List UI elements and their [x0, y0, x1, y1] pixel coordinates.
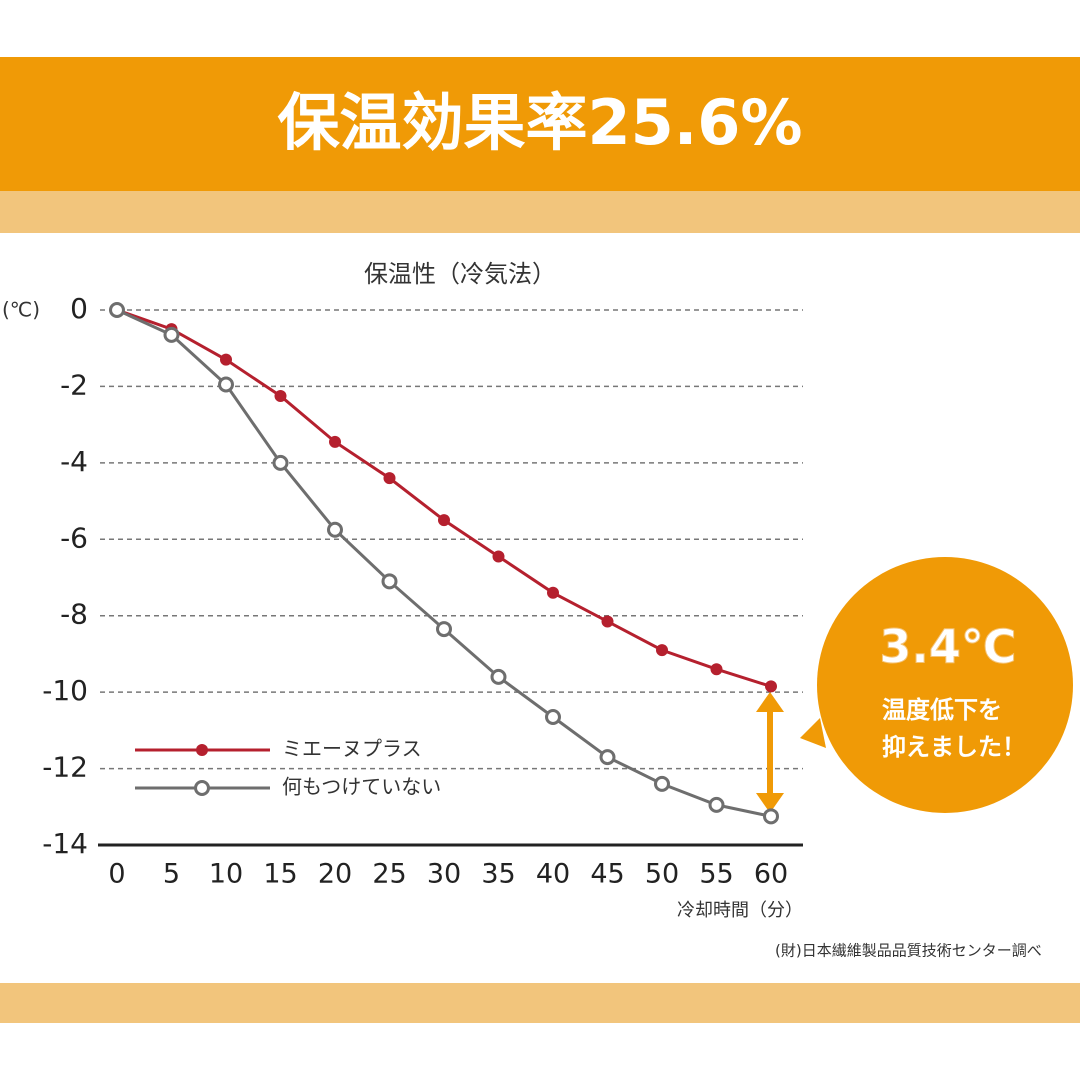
- callout: [817, 557, 1073, 813]
- x-tick-label: 30: [427, 859, 461, 890]
- legend-marker: [196, 744, 208, 756]
- plot: 0 -2 -4 -6 -8 -10 -12 -14 0 5 10 15 20 25 30 35 40 45 50 55…: [42, 292, 803, 890]
- marker: [220, 353, 232, 366]
- marker: [438, 514, 450, 527]
- legend-label: ミエーヌプラス: [282, 737, 422, 761]
- band-bottom: [0, 983, 1080, 1023]
- marker: [547, 586, 559, 599]
- x-tick-label: 0: [108, 859, 125, 890]
- marker: [654, 775, 670, 792]
- marker: [218, 376, 234, 393]
- marker: [436, 621, 452, 638]
- band-top: [0, 191, 1080, 233]
- y-tick-label: 0: [70, 292, 88, 325]
- y-tick-label: -6: [60, 521, 88, 554]
- callout-text: 抑えました！: [882, 733, 1026, 761]
- x-tick-label: 25: [372, 859, 406, 890]
- marker: [765, 680, 777, 693]
- y-tick-label: -8: [60, 598, 88, 631]
- marker: [163, 326, 180, 343]
- marker: [708, 796, 725, 813]
- callout-text: 温度低下を: [882, 696, 1002, 724]
- y-tick-label: -10: [42, 674, 88, 707]
- banner: [0, 57, 1080, 191]
- marker: [327, 521, 343, 538]
- banner-title: 保温効果率25.6%: [277, 86, 802, 159]
- x-tick-label: 10: [209, 859, 243, 890]
- callout-tail: [800, 718, 826, 748]
- marker: [656, 644, 668, 657]
- marker: [601, 615, 614, 628]
- legend-label: 何もつけていない: [282, 775, 441, 799]
- marker: [109, 302, 125, 318]
- marker: [490, 668, 507, 685]
- x-tick-label: 15: [263, 859, 297, 890]
- y-tick-label: -14: [42, 827, 88, 860]
- x-tick-label: 50: [645, 859, 679, 890]
- source: (財)日本繊維製品品質技術センター調べ: [775, 942, 1042, 960]
- y-tick-label: -12: [42, 751, 88, 784]
- marker: [492, 550, 505, 563]
- marker: [710, 663, 723, 676]
- x-tick-label: 45: [590, 859, 624, 890]
- y-tick-label: -4: [60, 445, 88, 478]
- marker: [274, 389, 287, 402]
- x-tick-label: 60: [754, 859, 788, 890]
- y-unit: (℃): [2, 298, 40, 322]
- marker: [381, 573, 398, 590]
- x-tick-label: 35: [481, 859, 515, 890]
- y-tick-label: -2: [60, 368, 88, 401]
- marker: [383, 472, 396, 485]
- x-label: 冷却時間（分）: [677, 900, 803, 921]
- callout-value: 3.4℃: [879, 620, 1016, 674]
- x-tick-label: 5: [163, 859, 180, 890]
- x-tick-label: 40: [536, 859, 570, 890]
- arrow-head: [756, 692, 784, 712]
- marker: [272, 454, 289, 471]
- x-tick-label: 55: [699, 859, 733, 890]
- chart-title: 保温性（冷気法）: [364, 260, 556, 288]
- x-tick-label: 20: [318, 859, 352, 890]
- marker: [599, 749, 616, 766]
- legend-marker: [194, 780, 210, 796]
- arrow-head: [756, 793, 784, 813]
- marker: [329, 435, 341, 448]
- marker: [545, 708, 561, 725]
- marker: [763, 808, 779, 825]
